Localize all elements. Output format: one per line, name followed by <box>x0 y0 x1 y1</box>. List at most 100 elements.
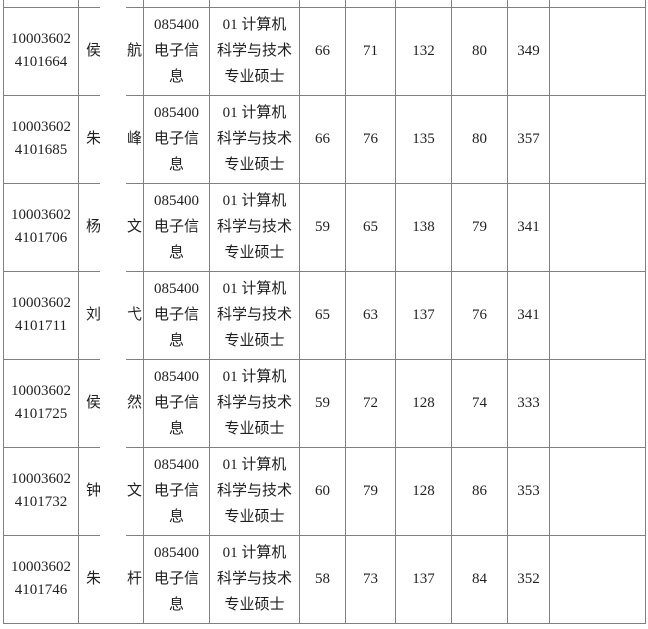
candidate-id-line-2: 4101725 <box>14 406 68 422</box>
name-redaction-overlay <box>100 0 126 617</box>
remark-cell <box>549 94 647 184</box>
remark-cell <box>549 534 647 624</box>
name-last-char: 航 <box>127 43 143 59</box>
candidate-name: 朱杆 <box>80 566 143 592</box>
candidate-name: 钟文 <box>80 478 143 504</box>
score-4-cell: 84 <box>451 534 509 624</box>
candidate-id-line-2: 4101664 <box>14 54 68 70</box>
score-1-cell: 66 <box>299 94 347 184</box>
discipline-code-line: 电子信 <box>154 395 200 411</box>
discipline-code-line: 085400 <box>154 369 200 385</box>
name-last-char: 峰 <box>127 131 143 147</box>
discipline-code-line: 085400 <box>154 17 200 33</box>
major-line: 科学与技术 <box>217 43 293 59</box>
major-cell: 01 计算机 科学与技术 专业硕士 <box>209 358 301 448</box>
score-2-cell: 76 <box>345 94 397 184</box>
total-score-cell: 353 <box>507 446 551 536</box>
score-2-cell: 72 <box>345 358 397 448</box>
candidate-id-line-2: 4101685 <box>14 142 68 158</box>
major-line: 专业硕士 <box>224 421 285 437</box>
discipline-code-line: 息 <box>169 597 185 613</box>
discipline-code-line: 085400 <box>154 545 200 561</box>
total-score-cell: 357 <box>507 94 551 184</box>
name-first-char: 刘 <box>86 307 102 323</box>
candidate-id-cell: 10003602 4101725 <box>3 358 79 448</box>
candidate-id-cell: 10003602 4101732 <box>3 446 79 536</box>
candidate-id-line-2: 4101746 <box>14 582 68 598</box>
discipline-code-line: 电子信 <box>154 483 200 499</box>
candidate-id-cell: 10003602 4101746 <box>3 534 79 624</box>
major-line: 01 计算机 <box>222 457 287 473</box>
score-1-cell: 59 <box>299 358 347 448</box>
remark-cell <box>549 358 647 448</box>
candidate-id-line-1: 10003602 <box>11 471 71 487</box>
major-line: 专业硕士 <box>224 333 285 349</box>
total-score-cell: 349 <box>507 6 551 96</box>
remark-cell <box>549 182 647 272</box>
score-3-cell: 138 <box>395 182 453 272</box>
score-3-cell: 132 <box>395 6 453 96</box>
total-score-cell: 333 <box>507 358 551 448</box>
name-last-char: 弋 <box>127 307 143 323</box>
remark-cell <box>549 270 647 360</box>
score-table-body: 10003602 4101664 侯航 085400 电子信息 01 计算机 科学与技术 专业… <box>3 0 647 624</box>
discipline-code-cell: 085400 电子信息 <box>143 94 211 184</box>
discipline-code-cell: 085400 电子信息 <box>143 182 211 272</box>
candidate-id-line-1: 10003602 <box>11 559 71 575</box>
remark-cell <box>549 6 647 96</box>
major-line: 专业硕士 <box>224 157 285 173</box>
major-cell: 01 计算机 科学与技术专业硕士 <box>209 534 301 624</box>
name-first-char: 侯 <box>86 395 102 411</box>
discipline-code-cell: 085400 电子信息 <box>143 270 211 360</box>
discipline-code-line: 息 <box>169 333 185 349</box>
cutoff-cell <box>345 0 397 8</box>
total-score-cell: 352 <box>507 534 551 624</box>
candidate-id-cell: 10003602 4101711 <box>3 270 79 360</box>
name-first-char: 杨 <box>86 219 102 235</box>
score-2-cell: 71 <box>345 6 397 96</box>
major-line: 01 计算机 <box>222 17 287 33</box>
candidate-id-line-2: 4101711 <box>15 318 67 334</box>
cutoff-cell <box>299 0 347 8</box>
name-last-char: 杆 <box>127 571 143 587</box>
discipline-code-cell: 085400 电子信息 <box>143 6 211 96</box>
major-line: 专业硕士 <box>224 245 285 261</box>
score-4-cell: 80 <box>451 6 509 96</box>
major-line: 科学与技术 <box>217 571 293 587</box>
discipline-code-line: 电子信 <box>154 131 200 147</box>
major-line: 专业硕士 <box>224 597 285 613</box>
name-first-char: 朱 <box>86 571 102 587</box>
score-4-cell: 80 <box>451 94 509 184</box>
discipline-code-line: 电子信 <box>154 219 200 235</box>
candidate-id-line-1: 10003602 <box>11 207 71 223</box>
major-line: 01 计算机 <box>222 281 287 297</box>
score-1-cell: 65 <box>299 270 347 360</box>
major-line: 专业硕士 <box>224 509 285 525</box>
major-line: 01 计算机 <box>222 545 287 561</box>
candidate-id-cell: 10003602 4101664 <box>3 6 79 96</box>
cutoff-cell <box>209 0 301 8</box>
major-line: 01 计算机 <box>222 193 287 209</box>
cutoff-cell <box>3 0 79 8</box>
discipline-code-line: 息 <box>169 509 185 525</box>
table-row: 10003602 4101664 侯航 085400 电子信息 01 计算机 科学与技术 专业… <box>3 6 647 96</box>
candidate-id-line-1: 10003602 <box>11 383 71 399</box>
score-4-cell: 76 <box>451 270 509 360</box>
discipline-code-line: 085400 <box>154 457 200 473</box>
score-4-cell: 79 <box>451 182 509 272</box>
candidate-name: 侯航 <box>80 38 143 64</box>
score-3-cell: 137 <box>395 534 453 624</box>
major-cell: 01 计算机 科学与技术 专业硕士 <box>209 6 301 96</box>
discipline-code-line: 电子信 <box>154 307 200 323</box>
score-2-cell: 63 <box>345 270 397 360</box>
major-line: 01 计算机 <box>222 369 287 385</box>
cutoff-cell <box>143 0 211 8</box>
discipline-code-line: 息 <box>169 69 185 85</box>
candidate-id-line-1: 10003602 <box>11 119 71 135</box>
candidate-name: 刘弋 <box>80 302 143 328</box>
table-row: 10003602 4101725 侯然 085400 电子信息 01 计算机 科学与技术 专业… <box>3 358 647 448</box>
score-2-cell: 79 <box>345 446 397 536</box>
name-last-char: 然 <box>127 395 143 411</box>
score-1-cell: 60 <box>299 446 347 536</box>
discipline-code-line: 电子信 <box>154 571 200 587</box>
